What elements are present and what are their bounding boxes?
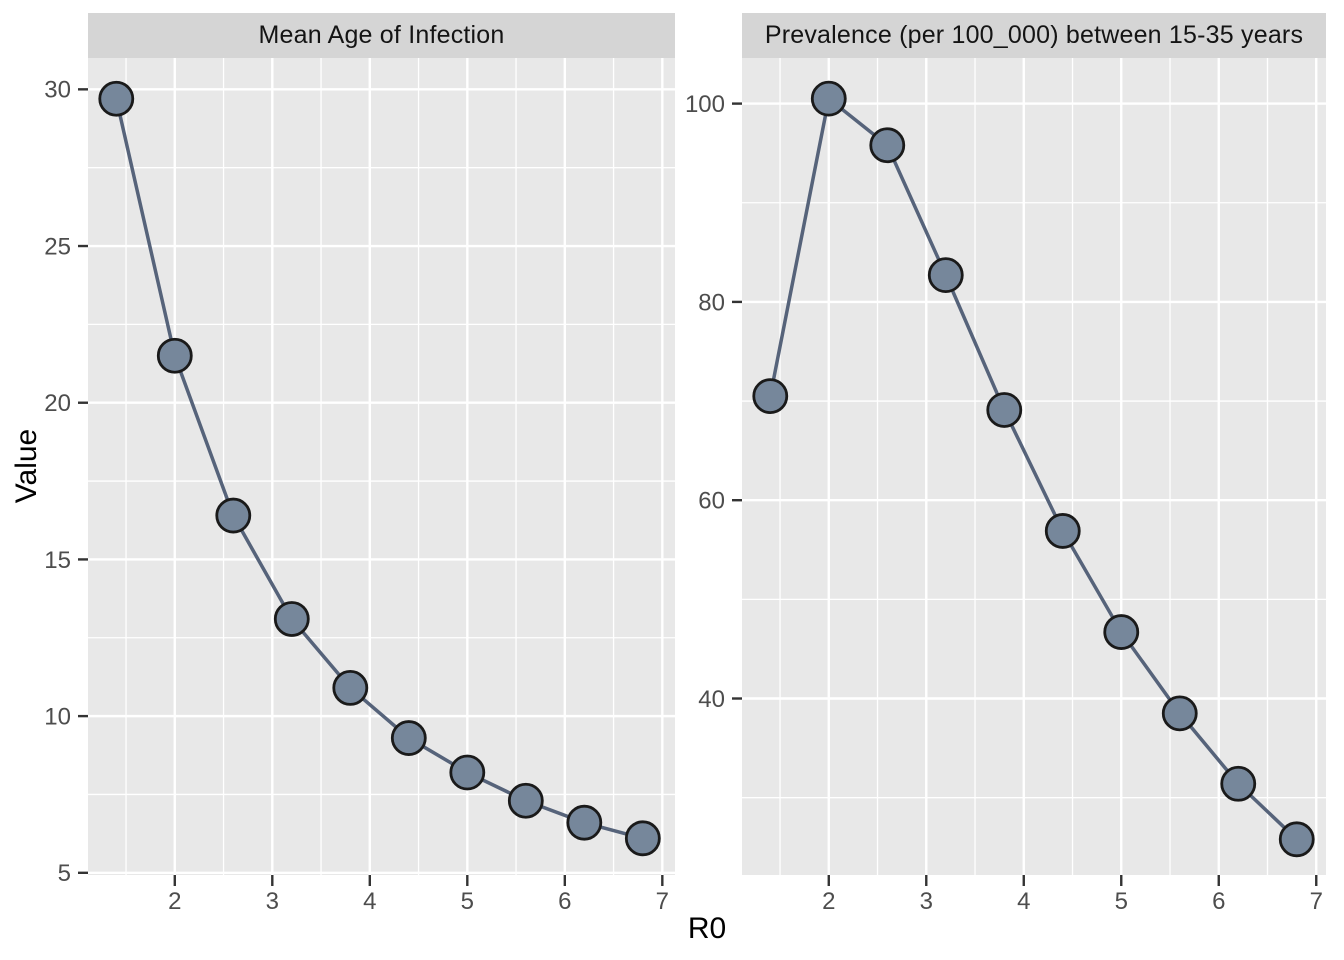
data-point bbox=[1044, 513, 1081, 549]
data-point bbox=[752, 378, 789, 415]
data-point bbox=[449, 754, 486, 791]
data-point bbox=[1278, 821, 1315, 858]
facet-strip-label: Mean Age of Infection bbox=[258, 21, 505, 49]
x-tick-label: 3 bbox=[266, 888, 279, 915]
data-point bbox=[927, 257, 964, 294]
data-point bbox=[566, 804, 603, 841]
y-tick-label: 10 bbox=[44, 704, 71, 731]
panel-background bbox=[742, 58, 1326, 875]
facet-strip-mean-age: Mean Age of Infection bbox=[88, 13, 675, 58]
y-tick-label: 40 bbox=[698, 686, 725, 713]
data-point bbox=[390, 720, 427, 756]
x-tick-label: 3 bbox=[920, 888, 933, 915]
y-axis-title: Value bbox=[10, 428, 43, 504]
x-tick-label: 7 bbox=[656, 888, 669, 915]
data-point bbox=[332, 670, 369, 706]
facet-strip-label: Prevalence (per 100_000) between 15-35 y… bbox=[764, 21, 1304, 49]
data-point bbox=[869, 127, 906, 164]
data-point bbox=[624, 820, 661, 857]
data-point bbox=[273, 601, 310, 637]
y-tick-label: 30 bbox=[44, 77, 71, 104]
y-tick-label: 20 bbox=[44, 390, 71, 417]
data-point bbox=[156, 337, 193, 374]
x-tick-label: 5 bbox=[461, 888, 474, 915]
data-point bbox=[98, 80, 135, 117]
y-tick-label: 80 bbox=[698, 289, 725, 316]
facet-strip-prevalence: Prevalence (per 100_000) between 15-35 y… bbox=[742, 13, 1326, 58]
data-point bbox=[810, 80, 847, 117]
y-tick-label: 15 bbox=[44, 547, 71, 574]
data-point bbox=[215, 497, 252, 534]
x-tick-label: 4 bbox=[1017, 888, 1030, 915]
x-tick-label: 4 bbox=[363, 888, 376, 915]
y-tick-label: 5 bbox=[58, 860, 71, 887]
panel-background bbox=[88, 58, 675, 875]
data-point bbox=[1161, 695, 1198, 732]
x-tick-label: 2 bbox=[822, 888, 835, 915]
x-tick-label: 5 bbox=[1115, 888, 1128, 915]
x-tick-label: 2 bbox=[168, 888, 181, 915]
data-point bbox=[507, 782, 544, 819]
data-point bbox=[986, 392, 1023, 428]
x-tick-label: 6 bbox=[1212, 888, 1225, 915]
x-tick-label: 7 bbox=[1310, 888, 1323, 915]
data-line bbox=[768, 95, 1298, 841]
data-point bbox=[1103, 614, 1140, 650]
data-line bbox=[114, 98, 644, 841]
y-tick-label: 60 bbox=[698, 488, 725, 515]
x-axis-title: R0 bbox=[687, 912, 727, 945]
y-tick-label: 100 bbox=[685, 91, 725, 118]
x-tick-label: 6 bbox=[558, 888, 571, 915]
y-tick-label: 25 bbox=[44, 233, 71, 260]
data-point bbox=[1220, 765, 1257, 802]
